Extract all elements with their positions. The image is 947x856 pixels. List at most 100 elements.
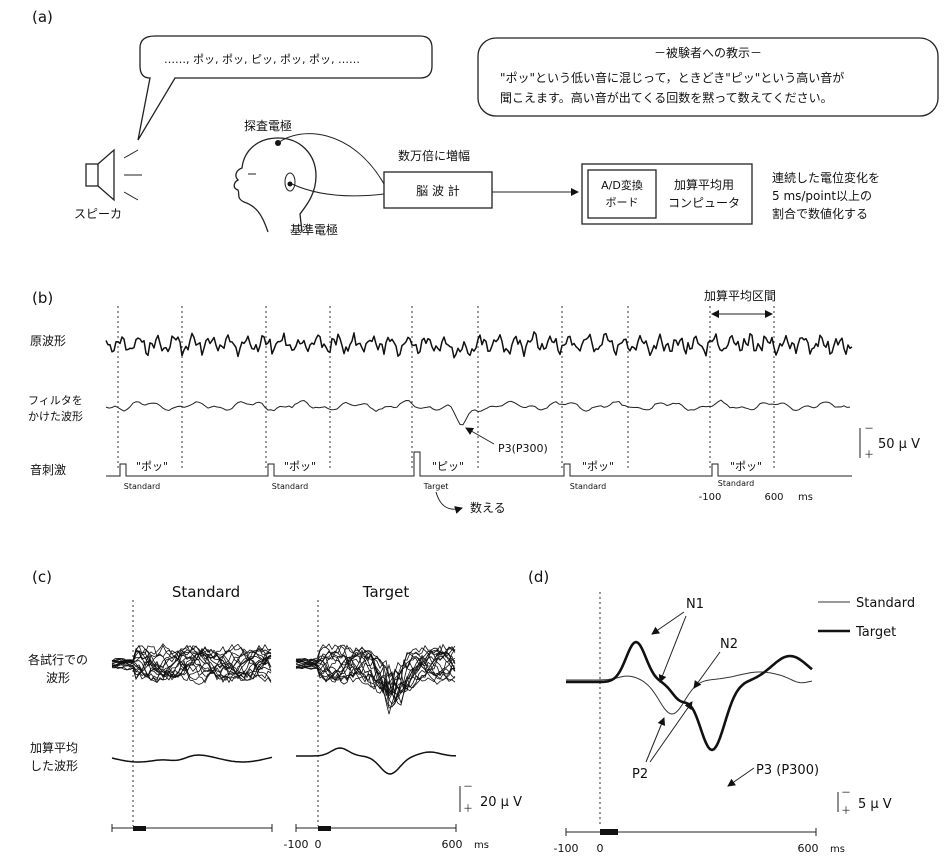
trial-waveform bbox=[295, 650, 456, 697]
pc-line-1: 加算平均用 bbox=[674, 177, 734, 192]
reference-electrode-label: 基準電極 bbox=[290, 222, 338, 237]
n1-label: N1 bbox=[686, 597, 704, 612]
p3-label-d: P3 (P300) bbox=[756, 763, 819, 778]
instruction-box bbox=[477, 37, 939, 117]
stimulus-1-sound: "ポッ" bbox=[136, 460, 168, 473]
trial-waveform bbox=[295, 655, 456, 697]
scale-50-value: 50 μ V bbox=[878, 437, 920, 452]
filtered-waveform bbox=[105, 399, 851, 426]
trial-waveform bbox=[295, 643, 456, 699]
onset-guides bbox=[117, 306, 775, 470]
standard-trial-waveforms bbox=[111, 643, 272, 685]
trial-waveform bbox=[111, 643, 272, 684]
stimulus-2-type: Standard bbox=[272, 482, 308, 491]
probe-wire bbox=[277, 133, 385, 185]
eeg-box bbox=[383, 171, 493, 209]
time-axis-d bbox=[565, 828, 817, 836]
row-filtered-line-1: フィルタを bbox=[28, 394, 83, 407]
n1-arrow-standard bbox=[658, 615, 687, 683]
p2-arrow-standard bbox=[645, 717, 666, 763]
stimulus-5-sound: "ポッ" bbox=[730, 460, 762, 473]
head-icon bbox=[233, 137, 317, 233]
panel-a: (a) ……, ポッ, ポッ, ピッ, ポッ, ポッ, …… －被験者への教示－… bbox=[32, 8, 939, 237]
instruction-line-1: "ポッ"という低い音に混じって，ときどき"ピッ"という高い音が bbox=[500, 70, 844, 85]
trial-waveform bbox=[111, 648, 272, 680]
target-average-waveform bbox=[296, 747, 457, 775]
panel-b-label: (b) bbox=[32, 289, 53, 307]
digitize-line-1: 連続した電位変化を bbox=[772, 170, 880, 185]
legend-standard-label: Standard bbox=[856, 596, 915, 611]
d-tick-minus100: -100 bbox=[554, 842, 579, 855]
trial-waveform bbox=[111, 651, 272, 677]
c-unit: ms bbox=[474, 840, 489, 851]
stimulus-4-sound: "ポッ" bbox=[582, 460, 614, 473]
p2-label: P2 bbox=[632, 767, 648, 782]
standard-erp-line bbox=[566, 671, 813, 715]
eeg-box-label: 脳 波 計 bbox=[416, 183, 460, 198]
target-trial-waveforms bbox=[295, 643, 456, 715]
stimulus-3-sound: "ピッ" bbox=[432, 460, 464, 473]
speaker-icon bbox=[85, 148, 142, 202]
panel-c: (c) Standard Target 各試行での 波形 加算平均 した波形 －… bbox=[28, 568, 522, 851]
scale-50-plus: ＋ bbox=[864, 450, 874, 461]
row-trials-line-1: 各試行での bbox=[28, 652, 88, 667]
instruction-title: －被験者への教示－ bbox=[654, 45, 762, 60]
axis-b-end: 600 bbox=[764, 492, 783, 503]
raw-waveform bbox=[105, 331, 853, 359]
speaker-label: スピーカ bbox=[74, 207, 122, 221]
trial-waveform bbox=[295, 643, 456, 694]
p3-annotation: P3(P300) bbox=[498, 442, 548, 455]
trial-waveform bbox=[112, 645, 272, 681]
row-trials-line-2: 波形 bbox=[46, 671, 70, 685]
c-tick-0: 0 bbox=[315, 838, 322, 851]
ad-board-line-1: A/D変換 bbox=[601, 178, 643, 192]
legend-target-label: Target bbox=[855, 625, 896, 640]
row-avg-line-2: した波形 bbox=[30, 759, 78, 773]
target-erp-line bbox=[566, 640, 813, 752]
instruction-line-2: 聞こえます。高い音が出てくる回数を黙って数えてください。 bbox=[500, 90, 833, 105]
amplify-label: 数万倍に増幅 bbox=[398, 148, 470, 163]
scale-5-plus: ＋ bbox=[841, 806, 851, 817]
scale-5-value: 5 μ V bbox=[858, 797, 892, 812]
trial-waveform bbox=[296, 644, 456, 706]
d-unit: ms bbox=[830, 844, 845, 855]
row-avg-line-1: 加算平均 bbox=[30, 740, 78, 755]
row-raw-label: 原波形 bbox=[30, 334, 66, 348]
legend bbox=[818, 601, 850, 633]
stimulus-2-sound: "ポッ" bbox=[284, 460, 316, 473]
speech-bubble bbox=[137, 35, 433, 141]
stimulus-labels: "ポッ" Standard "ポッ" Standard "ピッ" Target … bbox=[124, 460, 762, 491]
standard-average-waveform bbox=[111, 754, 273, 763]
trial-waveform bbox=[111, 647, 272, 681]
c-tick-600: 600 bbox=[442, 838, 463, 851]
n2-label: N2 bbox=[720, 637, 738, 652]
n1-arrow-target bbox=[651, 611, 685, 635]
pc-line-2: コンピュータ bbox=[668, 196, 740, 210]
row-stimulus-label: 音刺激 bbox=[30, 462, 66, 477]
axis-b-start: -100 bbox=[699, 492, 722, 503]
computer-box bbox=[581, 163, 753, 225]
time-axis-standard bbox=[111, 824, 273, 832]
panel-b: (b) 原波形 フィルタを かけた波形 音刺激 加算平均区間 P3(P300) bbox=[28, 288, 920, 515]
stimulus-5-type: Standard bbox=[718, 479, 754, 488]
time-axis-target bbox=[295, 824, 457, 832]
probe-electrode-label: 探査電極 bbox=[244, 118, 292, 133]
panel-c-label: (c) bbox=[32, 568, 52, 586]
digitize-line-2: 5 ms/point以上の bbox=[772, 189, 872, 203]
col-target-title: Target bbox=[362, 583, 410, 601]
p3-arrow-d bbox=[727, 767, 755, 787]
col-standard-title: Standard bbox=[172, 583, 240, 601]
digitize-line-3: 割合で数値化する bbox=[772, 206, 868, 221]
count-label: 数える bbox=[470, 500, 506, 515]
speech-bubble-text: ……, ポッ, ポッ, ピッ, ポッ, ポッ, …… bbox=[164, 53, 360, 66]
trial-waveform bbox=[295, 644, 456, 683]
panel-a-label: (a) bbox=[32, 8, 53, 26]
d-tick-600: 600 bbox=[798, 842, 819, 855]
averaging-window-label: 加算平均区間 bbox=[704, 288, 776, 303]
scale-20-value: 20 μ V bbox=[480, 795, 522, 810]
ad-board-line-2: ボード bbox=[606, 196, 639, 209]
stimulus-3-type: Target bbox=[423, 482, 449, 491]
scale-20-minus: － bbox=[463, 782, 473, 793]
trial-waveform bbox=[295, 650, 456, 695]
scale-50-minus: － bbox=[864, 424, 874, 435]
